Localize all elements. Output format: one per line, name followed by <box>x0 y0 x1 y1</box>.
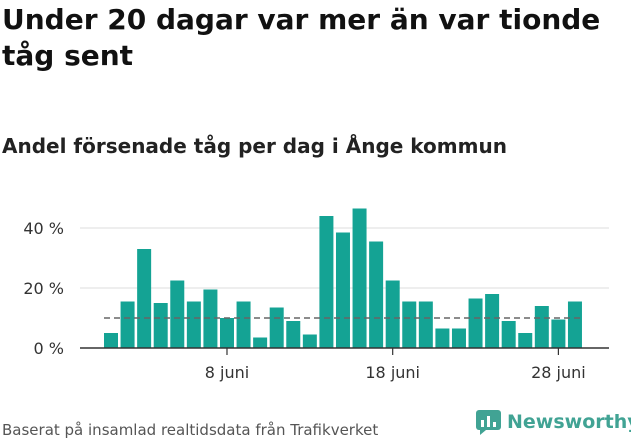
bar <box>485 294 500 348</box>
bar <box>186 301 201 348</box>
bar <box>236 301 251 348</box>
bar <box>104 333 118 348</box>
bar <box>319 216 334 348</box>
bar <box>269 307 284 348</box>
bar <box>170 280 185 348</box>
bar <box>551 319 566 348</box>
bar <box>402 301 417 348</box>
bar <box>335 232 350 348</box>
bar <box>137 249 152 348</box>
bar <box>203 289 218 348</box>
brand-logo: Newsworthy <box>476 408 631 436</box>
y-tick-label: 0 % <box>34 339 64 358</box>
bar <box>153 303 168 348</box>
bar <box>352 208 367 348</box>
bars <box>104 208 582 348</box>
bar <box>518 333 533 348</box>
bar <box>253 337 268 348</box>
bar <box>418 301 433 348</box>
bar-chart: 0 % 20 % 40 % 8 juni 18 juni 28 juni <box>23 208 609 382</box>
bar <box>501 321 516 348</box>
bar <box>302 334 317 348</box>
y-tick-label: 20 % <box>23 279 64 298</box>
bar <box>286 321 301 348</box>
bar <box>219 318 234 348</box>
source-note: Baserat på insamlad realtidsdata från Tr… <box>2 421 379 439</box>
bar <box>468 298 483 348</box>
bar-chart-logo-icon <box>476 409 501 435</box>
x-tick-label: 8 juni <box>205 363 249 382</box>
bar <box>567 301 582 348</box>
bar <box>435 328 450 348</box>
bar <box>369 241 384 348</box>
bar <box>534 306 549 348</box>
bar <box>451 328 466 348</box>
y-tick-label: 40 % <box>23 219 64 238</box>
chart-title: Under 20 dagar var mer än var tionde tåg… <box>2 3 601 72</box>
x-tick-label: 28 juni <box>531 363 586 382</box>
chart-subtitle: Andel försenade tåg per dag i Ånge kommu… <box>2 134 507 158</box>
axes: 0 % 20 % 40 % 8 juni 18 juni 28 juni <box>23 219 609 382</box>
x-tick-label: 18 juni <box>365 363 420 382</box>
brand-name: Newsworthy <box>507 411 631 433</box>
bar <box>385 280 400 348</box>
bar <box>120 301 135 348</box>
